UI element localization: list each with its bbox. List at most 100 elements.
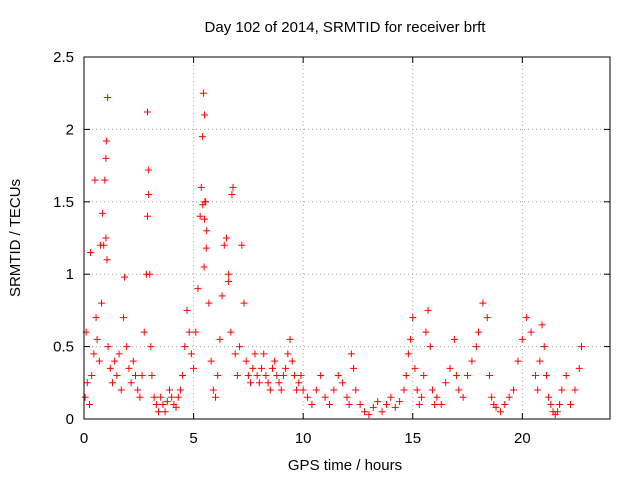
data-point (199, 89, 207, 97)
data-point (334, 372, 342, 380)
data-point (404, 350, 412, 358)
data-point (321, 393, 329, 401)
data-point (339, 379, 347, 387)
data-point (144, 108, 152, 116)
data-point (369, 403, 377, 411)
data-point (93, 335, 101, 343)
data-point (242, 357, 250, 365)
data-point (207, 357, 215, 365)
data-point (134, 386, 142, 394)
data-point (409, 314, 417, 322)
data-point (347, 350, 355, 358)
data-point (501, 401, 509, 409)
data-point (101, 176, 109, 184)
data-point (485, 372, 493, 380)
data-point (523, 314, 531, 322)
data-point (492, 403, 500, 411)
data-point (123, 343, 131, 351)
data-point (231, 350, 239, 358)
data-point (420, 372, 428, 380)
data-point (567, 401, 575, 409)
data-point (505, 393, 513, 401)
data-point (145, 166, 153, 174)
data-point (496, 408, 504, 416)
data-point (198, 133, 206, 141)
x-tick-label: 20 (514, 430, 531, 447)
data-point (330, 386, 338, 394)
data-point (308, 401, 316, 409)
data-point (203, 227, 211, 235)
data-point (98, 299, 106, 307)
data-point (216, 335, 224, 343)
data-point (282, 364, 290, 372)
data-point (225, 270, 233, 278)
data-point (534, 386, 542, 394)
data-point (352, 386, 360, 394)
x-axis-label: GPS time / hours (288, 457, 402, 474)
data-point (407, 335, 415, 343)
data-point (284, 350, 292, 358)
data-point (233, 372, 241, 380)
data-point (165, 386, 173, 394)
data-point (293, 386, 301, 394)
data-point (145, 191, 153, 199)
data-point (562, 372, 570, 380)
data-point (88, 372, 96, 380)
data-point (218, 292, 226, 300)
data-point (424, 306, 432, 314)
data-point (99, 209, 107, 217)
data-point (227, 328, 235, 336)
x-tick-label: 5 (189, 430, 197, 447)
data-point (102, 137, 110, 145)
data-point (229, 183, 237, 191)
data-point (258, 364, 266, 372)
data-point (356, 401, 364, 409)
data-point (433, 393, 441, 401)
data-point (459, 393, 467, 401)
data-point (475, 328, 482, 336)
data-point (387, 393, 395, 401)
data-point (304, 393, 312, 401)
data-point (483, 314, 491, 322)
data-point (209, 386, 217, 394)
data-point (127, 379, 135, 387)
plot-frame (83, 56, 611, 420)
data-points (81, 89, 586, 419)
data-point (102, 234, 110, 242)
x-tick-label: 0 (80, 430, 88, 447)
data-point (185, 328, 193, 336)
data-point (312, 386, 320, 394)
data-point (350, 364, 358, 372)
data-point (418, 393, 426, 401)
data-point (514, 357, 522, 365)
data-point (450, 335, 458, 343)
data-point (125, 364, 133, 372)
y-tick-label: 1 (66, 266, 74, 283)
data-point (187, 350, 195, 358)
x-tick-label: 15 (404, 430, 421, 447)
data-point (325, 401, 333, 409)
data-point (103, 256, 111, 264)
data-point (428, 386, 436, 394)
data-point (442, 379, 450, 387)
data-point (527, 328, 535, 336)
data-point (92, 314, 100, 322)
data-point (228, 191, 236, 199)
data-point (91, 176, 99, 184)
data-point (197, 183, 205, 191)
data-point (290, 372, 298, 380)
data-point (262, 372, 270, 380)
data-point (422, 328, 430, 336)
data-point (317, 372, 325, 380)
data-point (396, 398, 404, 406)
data-point (87, 248, 95, 256)
data-point (174, 393, 182, 401)
data-point (518, 335, 526, 343)
data-point (249, 364, 257, 372)
data-point (200, 263, 208, 271)
data-point (266, 386, 274, 394)
data-point (538, 321, 546, 329)
data-point (181, 343, 189, 351)
y-tick-label: 2 (66, 121, 74, 138)
data-point (113, 372, 121, 380)
